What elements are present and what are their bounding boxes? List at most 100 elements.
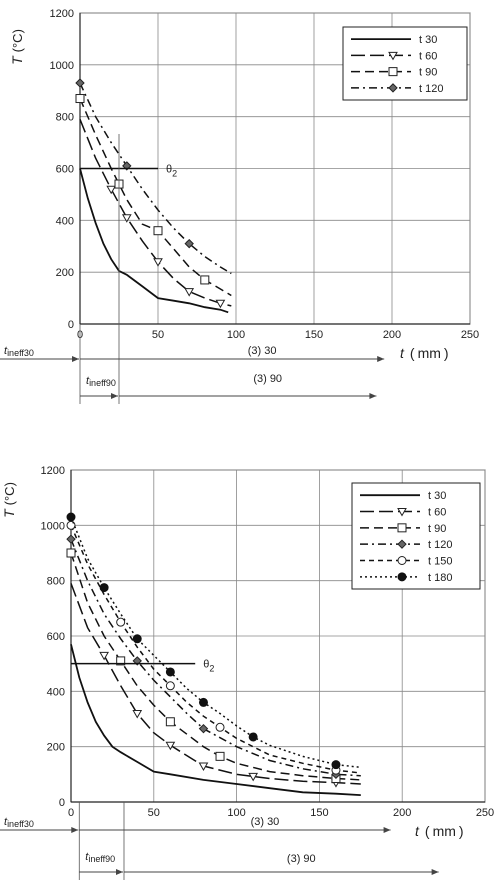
x-axis-symbol: t (400, 345, 405, 361)
x-axis-unit: mm (418, 345, 441, 361)
series-t-180 (66, 512, 361, 770)
data-point (106, 185, 117, 195)
x-tick-label: 0 (68, 807, 74, 819)
x-axis-unit: mm (433, 823, 456, 839)
dim-line-30-arrowhead (377, 356, 385, 362)
theta-subscript: 2 (172, 169, 177, 179)
data-point (132, 634, 142, 644)
data-point (215, 299, 226, 309)
legend-label: t 30 (419, 34, 437, 46)
data-point (121, 214, 132, 223)
data-point (198, 762, 209, 772)
y-tick-label: 400 (56, 215, 74, 227)
tineff30-symbol: t (4, 816, 8, 828)
series-t-30 (70, 644, 361, 796)
data-point (153, 258, 163, 267)
x-tick-label: 100 (227, 807, 245, 819)
legend-label: t 60 (428, 507, 446, 519)
legend: t 30 t 60 t 90 t 120 t 150 t 180 (351, 482, 481, 590)
x-tick-label: 100 (227, 329, 245, 341)
series-line (70, 538, 361, 777)
tineff90-symbol: t (85, 851, 89, 863)
legend: t 30 t 60 t 90 t 120 (342, 26, 468, 101)
y-tick-label: 0 (59, 797, 65, 809)
x-axis-title: t (mm) (400, 345, 449, 361)
data-point (66, 534, 76, 544)
x-tick-label: 50 (152, 329, 164, 341)
series-line (70, 644, 361, 796)
data-point (184, 238, 194, 249)
data-point (198, 723, 209, 734)
series-t-60 (79, 119, 232, 309)
x-tick-label: 200 (393, 807, 411, 819)
y-tick-label: 1000 (41, 520, 65, 532)
tineff30-label: tineff30 (4, 345, 34, 358)
legend-marker (388, 83, 398, 93)
y-tick-label: 200 (56, 267, 74, 279)
dim-label-30: (3) 30 (251, 816, 280, 828)
legend-box (351, 482, 481, 590)
x-axis-unit-close: ) (459, 823, 464, 839)
legend-marker (397, 539, 407, 549)
y-axis-symbol: T (9, 55, 25, 65)
dim-line-90-arrowhead (431, 869, 439, 875)
x-tick-label: 150 (305, 329, 323, 341)
data-point (66, 512, 76, 522)
y-tick-label: 600 (47, 631, 65, 643)
legend-label: t 90 (419, 67, 437, 79)
data-point (99, 651, 109, 661)
data-point (132, 656, 142, 666)
legend-label: t 90 (428, 523, 446, 535)
data-point (248, 772, 259, 782)
x-axis-unit-open: ( (425, 823, 430, 839)
series-line (79, 168, 229, 314)
tineff90-subscript: ineff90 (88, 854, 115, 864)
data-point (66, 548, 76, 558)
y-tick-label: 800 (56, 112, 74, 124)
tineff30-label: tineff30 (4, 816, 34, 829)
theta-symbol: θ (203, 659, 209, 671)
dim-label-90: (3) 90 (253, 373, 282, 385)
y-axis-symbol: T (1, 508, 17, 518)
tineff30-subscript: ineff30 (7, 348, 34, 358)
theta-symbol: θ (166, 164, 172, 176)
x-tick-label: 250 (461, 329, 479, 341)
tineff90-label: tineff90 (85, 851, 115, 864)
y-tick-label: 1200 (41, 465, 65, 477)
legend-marker (397, 508, 407, 517)
x-tick-label: 200 (383, 329, 401, 341)
y-axis-title: T (°C) (9, 29, 25, 65)
series-t-150 (66, 520, 361, 775)
series-t-120 (66, 534, 361, 780)
x-tick-label: 50 (148, 807, 160, 819)
ineff90-arrow-arrowhead (115, 869, 123, 875)
y-axis-unit-close: ) (10, 29, 25, 33)
data-point (184, 288, 195, 297)
tineff30-subscript: ineff30 (7, 819, 34, 829)
dim-label-90: (3) 90 (287, 853, 316, 865)
tineff90-subscript: ineff90 (89, 378, 116, 388)
y-tick-label: 1200 (50, 8, 74, 20)
y-axis-unit: °C (10, 33, 25, 48)
data-point (331, 760, 341, 770)
legend-marker (388, 51, 398, 61)
y-tick-label: 400 (47, 686, 65, 698)
data-point (75, 78, 85, 88)
data-point (165, 667, 175, 677)
tineff90-symbol: t (86, 375, 90, 387)
x-axis-unit-close: ) (444, 345, 449, 361)
legend-label: t 150 (428, 556, 452, 568)
series-line (70, 525, 361, 774)
ineff90-arrow-arrowhead (111, 393, 118, 399)
data-point (153, 226, 163, 236)
data-point (116, 656, 126, 666)
legend-marker (397, 523, 407, 533)
x-tick-label: 250 (476, 807, 494, 819)
theta2-label: θ2 (166, 164, 177, 179)
ineff30-arrow-arrowhead (72, 356, 79, 362)
legend-label: t 60 (419, 50, 437, 62)
y-tick-label: 0 (68, 319, 74, 331)
data-point (165, 717, 175, 727)
